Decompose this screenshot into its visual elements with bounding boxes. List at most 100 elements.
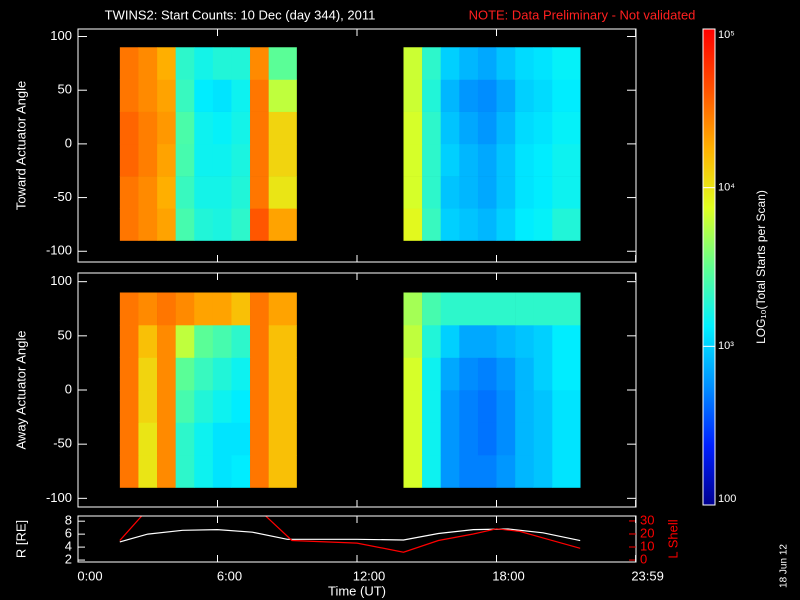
y-tick-label: -100 xyxy=(46,243,72,258)
heat-cell xyxy=(138,390,158,423)
heat-cell xyxy=(496,79,516,112)
y-tick-label: 8 xyxy=(65,513,72,528)
heat-cell xyxy=(515,79,534,112)
heat-cell xyxy=(422,79,441,112)
heat-cell xyxy=(477,143,497,177)
heat-cell xyxy=(477,292,497,326)
heat-cell xyxy=(403,390,423,423)
heat-cell xyxy=(231,47,251,80)
heat-cell xyxy=(403,176,423,209)
heat-cell xyxy=(157,390,176,423)
heat-cell xyxy=(268,292,297,326)
heat-cell xyxy=(533,455,553,488)
heat-cell xyxy=(496,143,516,177)
heat-cell xyxy=(477,176,497,209)
heat-cell xyxy=(459,325,479,358)
y2-tick-label: 0 xyxy=(640,551,647,566)
heat-cell xyxy=(138,208,158,241)
heat-cell xyxy=(440,357,460,391)
heat-cell xyxy=(477,111,497,145)
heat-cell xyxy=(552,176,581,209)
heat-cell xyxy=(440,79,460,112)
heat-cell xyxy=(175,390,195,423)
heat-cell xyxy=(459,422,479,456)
heat-cell xyxy=(231,422,251,456)
heat-cell xyxy=(459,455,479,488)
heat-cell xyxy=(119,455,139,488)
title: TWINS2: Start Counts: 10 Dec (day 344), … xyxy=(105,7,376,22)
y-axis-label: Away Actuator Angle xyxy=(13,330,28,449)
heat-cell xyxy=(422,111,441,145)
heat-cell xyxy=(119,325,139,358)
heat-cell xyxy=(194,47,214,80)
heat-cell xyxy=(496,47,516,80)
heat-cell xyxy=(119,79,139,112)
heat-cell xyxy=(231,176,251,209)
heat-cell xyxy=(138,292,158,326)
heat-cell xyxy=(212,143,232,177)
heat-cell xyxy=(119,390,139,423)
heat-cell xyxy=(175,79,195,112)
heat-cell xyxy=(440,47,460,80)
heat-cell xyxy=(194,292,214,326)
heat-cell xyxy=(515,292,534,326)
heat-cell xyxy=(533,390,553,423)
heat-cell xyxy=(175,292,195,326)
heat-cell xyxy=(422,325,441,358)
heat-cell xyxy=(533,292,553,326)
series-line xyxy=(119,516,581,553)
heat-cell xyxy=(440,143,460,177)
heat-cell xyxy=(552,455,581,488)
heat-cell xyxy=(459,47,479,80)
heat-cell xyxy=(533,111,553,145)
heat-cell xyxy=(175,357,195,391)
heat-cell xyxy=(250,292,269,326)
heat-cell xyxy=(403,422,423,456)
heat-cell xyxy=(515,143,534,177)
heat-cell xyxy=(459,176,479,209)
heat-cell xyxy=(231,111,251,145)
heat-cell xyxy=(250,325,269,358)
heat-cell xyxy=(250,47,269,80)
heat-cell xyxy=(422,292,441,326)
heat-cell xyxy=(194,79,214,112)
y2-axis-label: L Shell xyxy=(665,519,680,558)
heat-cell xyxy=(212,390,232,423)
heat-cell xyxy=(422,455,441,488)
heat-cell xyxy=(119,111,139,145)
heat-cell xyxy=(268,422,297,456)
heat-cell xyxy=(440,422,460,456)
heat-cell xyxy=(212,455,232,488)
heat-cell xyxy=(533,47,553,80)
y-tick-label: -50 xyxy=(53,189,72,204)
heat-cell xyxy=(231,79,251,112)
heat-cell xyxy=(138,176,158,209)
x-tick-label: 12:00 xyxy=(353,568,386,583)
heat-cell xyxy=(194,111,214,145)
heat-cell xyxy=(268,357,297,391)
colorbar-tick-label: 10³ xyxy=(718,340,734,352)
heat-cell xyxy=(138,79,158,112)
heat-cell xyxy=(175,208,195,241)
heat-cell xyxy=(194,208,214,241)
heat-cell xyxy=(268,47,297,80)
heat-cell xyxy=(175,325,195,358)
heat-cell xyxy=(194,357,214,391)
heat-cell xyxy=(422,208,441,241)
y-tick-label: 50 xyxy=(58,82,72,97)
heat-cell xyxy=(157,455,176,488)
heat-cell xyxy=(440,111,460,145)
heat-cell xyxy=(477,79,497,112)
heat-cell xyxy=(157,111,176,145)
heat-cell xyxy=(119,47,139,80)
heat-cell xyxy=(119,143,139,177)
x-tick-label: 0:00 xyxy=(77,568,102,583)
x-tick-label: 6:00 xyxy=(217,568,242,583)
heat-cell xyxy=(496,325,516,358)
series-line xyxy=(119,528,581,543)
heat-cell xyxy=(459,208,479,241)
heat-cell xyxy=(422,357,441,391)
y-tick-label: 4 xyxy=(65,539,72,554)
heat-cell xyxy=(477,422,497,456)
